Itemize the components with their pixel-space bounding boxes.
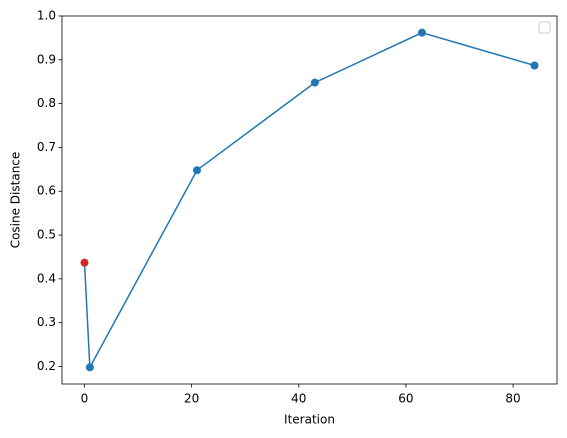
y-tick-label: 1.0	[37, 9, 56, 23]
legend-box	[538, 21, 551, 34]
y-tick-label: 0.6	[37, 184, 56, 198]
y-tick-label: 0.4	[37, 271, 56, 285]
y-axis-label: Cosine Distance	[9, 152, 23, 249]
x-tick-label: 40	[291, 392, 306, 406]
plot-frame	[61, 15, 558, 385]
point	[530, 61, 539, 70]
point	[80, 258, 89, 267]
x-tick-label: 0	[81, 392, 89, 406]
x-tick-label: 20	[184, 392, 199, 406]
y-tick-label: 0.9	[37, 52, 56, 66]
x-tick-label: 60	[398, 392, 413, 406]
point	[193, 166, 201, 175]
y-tick-label: 0.7	[37, 140, 56, 154]
y-tick-label: 0.2	[37, 359, 56, 373]
point	[85, 363, 94, 372]
y-tick-label: 0.8	[37, 96, 56, 110]
x-axis-label: Iteration	[284, 413, 335, 427]
point	[310, 78, 319, 87]
x-tick-label: 80	[505, 392, 520, 406]
point	[418, 28, 426, 37]
y-tick-label: 0.5	[37, 228, 56, 242]
line	[83, 31, 535, 371]
y-tick-label: 0.3	[37, 315, 56, 329]
